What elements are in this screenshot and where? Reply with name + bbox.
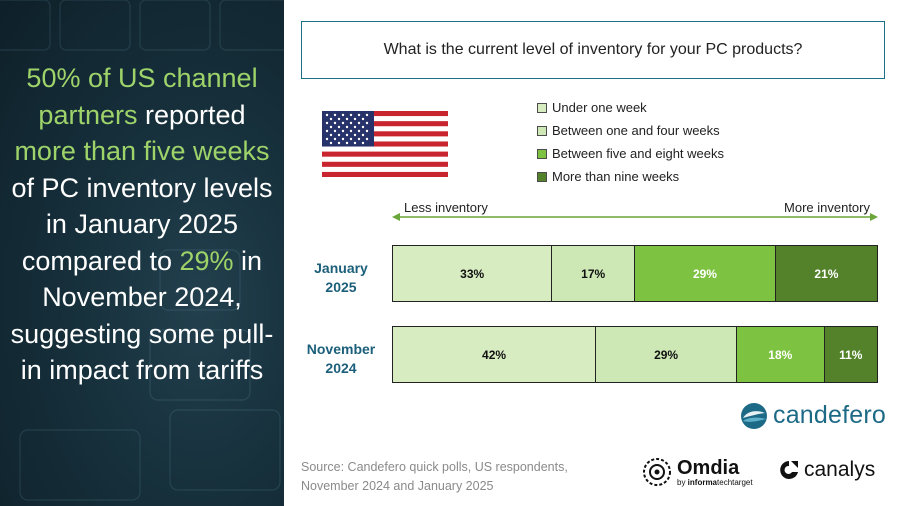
category-label: November 2024 <box>296 340 386 378</box>
bar-segment: 29% <box>633 245 776 302</box>
candefero-logo-icon <box>741 402 767 429</box>
headline-text-3: of PC inventory levels in January 2025 c… <box>11 172 273 276</box>
omdia-sub-bold: informa <box>687 477 718 487</box>
omdia-logo-text: Omdia <box>677 456 740 479</box>
bar-value-label: 29% <box>692 266 717 281</box>
axis-right-label: More inventory <box>784 200 870 215</box>
source-line-2: November 2024 and January 2025 <box>301 479 494 493</box>
bar-value-label: 42% <box>482 347 507 362</box>
candefero-logo-text: candefero <box>773 401 886 429</box>
headline-text-4: in November 2024, suggesting some pull-i… <box>10 245 274 386</box>
category-label-line: 2024 <box>325 360 357 376</box>
stacked-bar: 33% 17% 29% 21% <box>392 245 878 302</box>
source-note: Source: Candefero quick polls, US respon… <box>301 458 568 496</box>
legend-label: Between one and four weeks <box>552 123 720 138</box>
omdia-logo-subtext: by informatechtarget <box>677 478 753 487</box>
legend-swatch <box>537 148 547 159</box>
bar-value-label: 17% <box>581 266 606 281</box>
omdia-logo: Omdia by informatechtarget <box>641 456 753 488</box>
bar-segment: 17% <box>551 245 635 302</box>
headline-panel: 50% of US channel partners reported more… <box>0 0 284 506</box>
bar-segment: 33% <box>392 245 553 302</box>
category-label-line: January <box>314 260 368 276</box>
category-label: January 2025 <box>296 259 386 297</box>
legend-label: Between five and eight weeks <box>552 146 724 161</box>
axis-arrow <box>392 213 878 221</box>
headline-text-2: reported <box>137 99 246 130</box>
headline-highlight-2: more than five weeks <box>14 136 270 166</box>
keyboard-background <box>0 0 284 501</box>
bar-value-label: 29% <box>654 347 679 362</box>
legend-swatch <box>537 125 547 136</box>
bar-value-label: 18% <box>768 347 793 362</box>
legend-swatch <box>537 102 547 113</box>
bar-segment: 42% <box>392 326 597 383</box>
omdia-sub-rest: techtarget <box>717 477 753 487</box>
axis-labels: Less inventory More inventory <box>392 200 878 222</box>
legend-label: Under one week <box>552 100 647 115</box>
legend-swatch <box>537 171 547 182</box>
bar-value-label: 33% <box>460 266 485 281</box>
legend-item: More than nine weeks <box>537 165 724 188</box>
us-flag-icon <box>322 111 448 177</box>
bar-segment: 18% <box>736 326 825 383</box>
bar-segment: 11% <box>823 326 878 383</box>
bar-value-label: 21% <box>814 266 839 281</box>
bar-segment: 29% <box>595 326 738 383</box>
axis-left-label: Less inventory <box>404 200 488 215</box>
legend-item: Under one week <box>537 96 724 119</box>
canalys-logo-icon <box>780 461 798 479</box>
omdia-sub-prefix: by <box>677 477 688 487</box>
headline-text: 50% of US channel partners reported more… <box>10 60 274 389</box>
legend-item: Between one and four weeks <box>537 119 724 142</box>
stacked-bar: 42% 29% 18% 11% <box>392 326 878 383</box>
category-label-line: November <box>306 341 376 357</box>
chart-legend: Under one week Between one and four weeks… <box>537 96 724 188</box>
candefero-logo: candefero <box>740 401 886 430</box>
source-line-1: Source: Candefero quick polls, US respon… <box>301 460 568 474</box>
legend-label: More than nine weeks <box>552 169 680 184</box>
canalys-logo: canalys <box>778 458 875 482</box>
category-label-line: 2025 <box>325 279 357 295</box>
omdia-logo-icon <box>643 458 671 486</box>
headline-highlight-1: 50% of US channel partners <box>26 63 258 130</box>
bar-value-label: 11% <box>839 347 863 362</box>
canalys-logo-text: canalys <box>804 458 876 481</box>
chart-title: What is the current level of inventory f… <box>301 21 885 79</box>
headline-highlight-3: 29% <box>179 245 234 276</box>
legend-item: Between five and eight weeks <box>537 142 724 165</box>
bar-segment: 21% <box>774 245 878 302</box>
